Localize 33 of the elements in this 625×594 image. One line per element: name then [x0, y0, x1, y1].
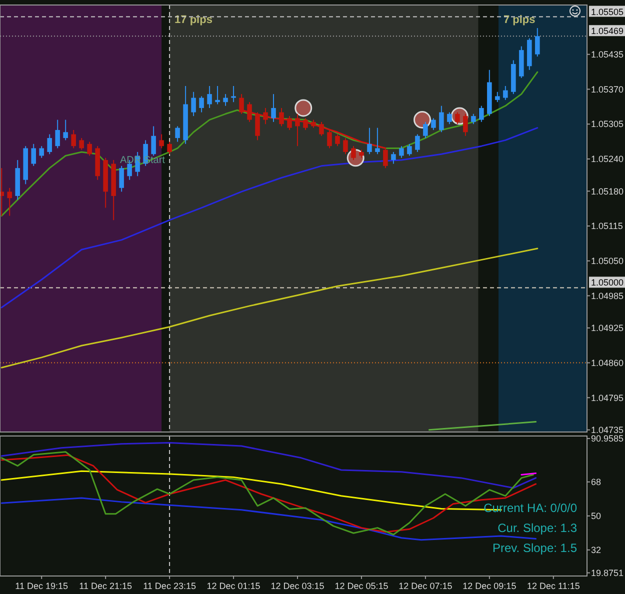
x-tick-label: 12 Dec 11:15 — [526, 581, 580, 591]
ref-line-label: 1.05469 — [591, 26, 624, 36]
y-tick-label: 32 — [591, 545, 602, 556]
x-tick-label: 11 Dec 23:15 — [143, 581, 196, 591]
y-tick-label: 1.04795 — [591, 392, 624, 403]
y-tick-label: 1.05370 — [591, 84, 624, 94]
ref-line-label: 1.05505 — [591, 6, 624, 17]
y-tick-label: 1.05180 — [591, 186, 624, 196]
y-tick-label: 1.05050 — [591, 256, 624, 266]
x-tick-label: 12 Dec 07:15 — [398, 581, 452, 591]
y-tick-label: 1.04735 — [591, 425, 624, 436]
annotation: Cur. Slope: 1.3 — [498, 521, 578, 535]
ref-line-label: 1.05000 — [591, 278, 624, 288]
y-tick-label: 68 — [591, 477, 602, 488]
y-tick-label: 1.05305 — [591, 119, 624, 130]
y-tick-label: 1.05240 — [591, 154, 624, 164]
y-tick-label: 19.8751 — [591, 568, 624, 578]
x-tick-label: 12 Dec 09:15 — [462, 581, 516, 591]
x-tick-label: 12 Dec 05:15 — [334, 581, 388, 591]
y-tick-label: 1.04860 — [591, 358, 624, 368]
band-label: 7 pips — [503, 14, 536, 26]
y-tick-label: 50 — [591, 511, 602, 522]
y-tick-label: 1.04985 — [591, 290, 624, 301]
y-tick-label: 1.05115 — [591, 221, 623, 232]
x-tick-label: 11 Dec 21:15 — [79, 581, 132, 591]
annotation: Prev. Slope: 1.5 — [492, 541, 578, 555]
x-tick-label: 12 Dec 01:15 — [206, 581, 260, 591]
x-tick-label: 12 Dec 03:15 — [270, 581, 324, 591]
y-tick-label: 90.9585 — [591, 434, 624, 444]
y-tick-label: 1.04925 — [591, 323, 624, 334]
x-tick-label: 11 Dec 19:15 — [15, 581, 68, 591]
annotation: Current HA: 0/0/0 — [484, 501, 578, 515]
y-tick-label: 1.05435 — [591, 50, 624, 60]
